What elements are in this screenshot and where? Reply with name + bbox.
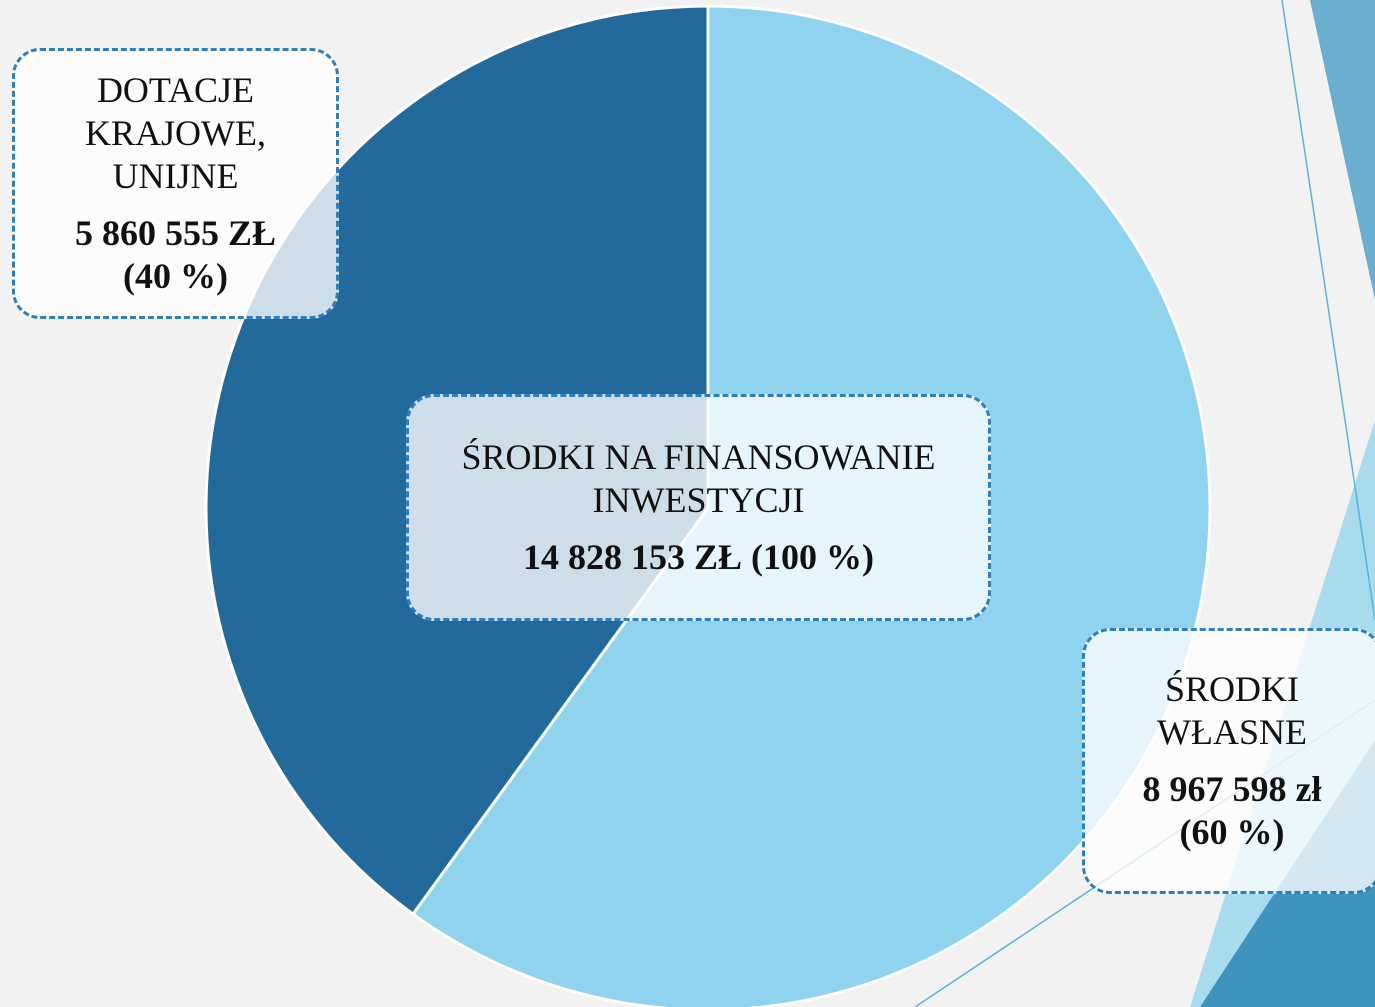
value-label: (40 %) [123, 256, 228, 297]
decoration [1281, 0, 1375, 621]
center-box: ŚRODKI NA FINANSOWANIE INWESTYCJI 14 828… [406, 394, 991, 621]
category-label: DOTACJE KRAJOWE, UNIJNE [85, 69, 266, 196]
category-label: ŚRODKI WŁASNE [1157, 668, 1307, 752]
amount-label: 5 860 555 ZŁ [74, 213, 277, 254]
label-box: DOTACJE KRAJOWE, UNIJNE 5 860 555 ZŁ (40… [12, 48, 339, 319]
amount-label: 8 967 598 zł [1142, 769, 1322, 809]
label-box: ŚRODKI WŁASNE 8 967 598 zł (60 %) [1082, 628, 1375, 894]
center-title: ŚRODKI NA FINANSOWANIE INWESTYCJI [461, 436, 936, 520]
center-value: 14 828 153 ZŁ (100 %) [523, 537, 874, 578]
decoration [1310, 0, 1375, 300]
value-label: (60 %) [1179, 812, 1285, 853]
